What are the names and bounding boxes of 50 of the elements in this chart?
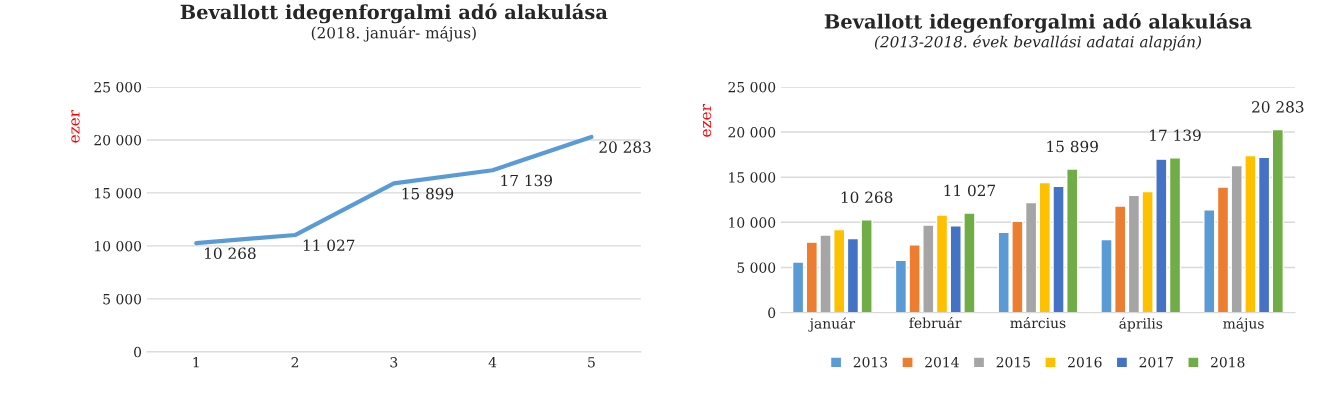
chart-subtitle: (2018. január- május)	[311, 26, 476, 42]
data-label: 20 283	[1252, 101, 1304, 113]
legend-label: 2014	[925, 356, 959, 368]
legend-label: 2017	[1139, 356, 1173, 368]
data-label: 10 268	[841, 191, 893, 204]
data-label: 11 027	[944, 184, 996, 197]
data-label: 17 139	[501, 174, 552, 187]
data-label: 10 268	[205, 247, 256, 260]
y-tick-label: 0	[134, 346, 142, 358]
x-tick-label: 4	[488, 357, 497, 368]
bar	[1203, 208, 1216, 313]
bar	[791, 261, 805, 313]
y-tick-label: 0	[768, 307, 776, 319]
y-tick-label: 25 000	[728, 81, 776, 93]
x-tick-label: 3	[390, 357, 398, 368]
y-axis-title: ezer	[71, 109, 80, 143]
y-tick-label: 15 000	[95, 187, 142, 199]
legend-label: 2015	[996, 356, 1030, 368]
chart-title: Bevallott idegenforgalmi adó alakulása	[180, 3, 608, 24]
x-tick-label: 5	[588, 357, 595, 368]
data-label: 15 899	[1047, 140, 1098, 153]
chart-title: Bevallott idegenforgalmi adó alakulása	[824, 12, 1252, 33]
y-tick-label: 20 000	[94, 134, 142, 146]
y-axis-title: ezer	[702, 104, 712, 137]
x-tick-label: március	[1010, 316, 1066, 329]
legend-label: 2018	[1210, 356, 1245, 368]
bar	[1271, 128, 1284, 313]
bar	[1216, 186, 1230, 313]
legend-label: 2013	[853, 356, 888, 368]
y-tick-label: 5 000	[103, 293, 142, 305]
x-tick-label: február	[909, 316, 962, 329]
data-label: 20 283	[599, 141, 651, 153]
x-tick-label: január	[808, 317, 856, 332]
y-tick-label: 15 000	[729, 172, 776, 183]
y-tick-label: 20 000	[728, 127, 776, 138]
legend-label: 2016	[1068, 356, 1102, 368]
x-tick-label: 1	[193, 357, 199, 368]
bar	[935, 214, 949, 313]
x-tick-label: 2	[291, 357, 299, 368]
y-tick-label: 10 000	[729, 217, 776, 228]
x-tick-label: április	[1119, 317, 1163, 332]
x-tick-label: május	[1223, 317, 1264, 332]
bar	[1168, 157, 1182, 313]
chart-subtitle: (2013-2018. évek bevallási adatai alapján)	[874, 35, 1201, 51]
y-tick-label: 10 000	[95, 240, 142, 252]
data-label: 11 027	[303, 239, 355, 252]
data-label: 17 139	[1150, 129, 1201, 142]
data-label: 15 899	[402, 187, 454, 200]
y-tick-label: 25 000	[94, 81, 142, 93]
y-tick-label: 5 000	[737, 262, 776, 273]
